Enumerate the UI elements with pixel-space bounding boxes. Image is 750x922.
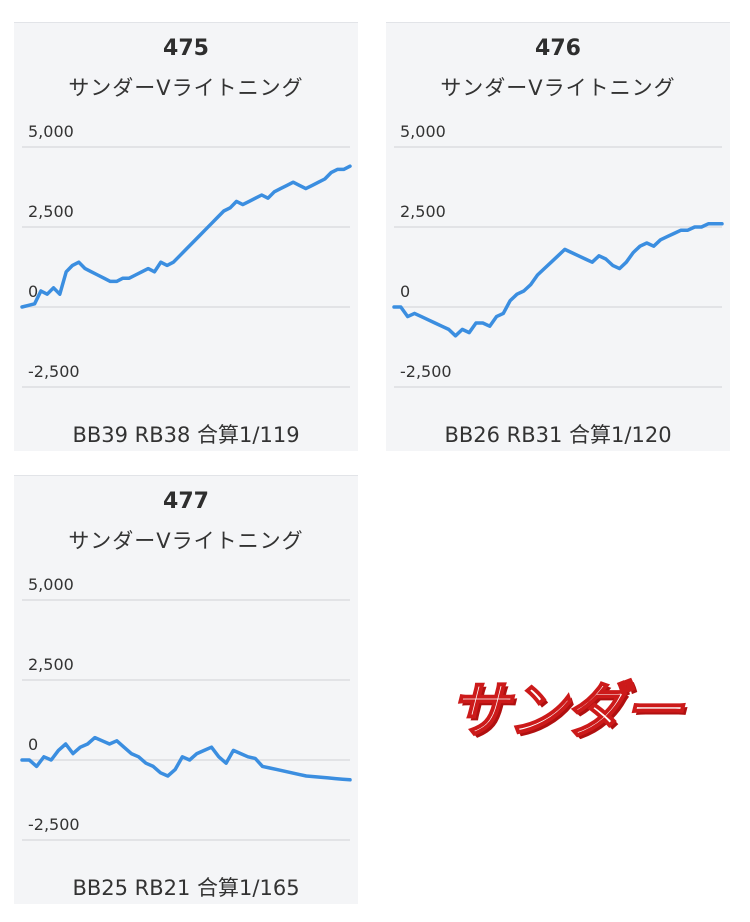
slump-chart: 5,000 2,500 0 -2,500 bbox=[392, 122, 724, 388]
bonus-stats: BB25 RB21 合算1/165 bbox=[72, 876, 300, 900]
series-line bbox=[20, 735, 352, 782]
machine-card: 475 サンダーVライトニング 5,000 2,500 0 -2,500 BB39 R… bbox=[14, 22, 358, 451]
y-tick-label: 5,000 bbox=[28, 575, 74, 594]
machine-number: 475 bbox=[163, 36, 209, 61]
y-tick-label: 5,000 bbox=[400, 122, 446, 141]
stamp-text: サンダー bbox=[448, 675, 684, 747]
y-tick-label: 0 bbox=[28, 282, 38, 301]
y-tick-label: 0 bbox=[400, 282, 410, 301]
machine-name: サンダーVライトニング bbox=[68, 76, 304, 100]
series-line bbox=[20, 164, 352, 309]
machine-number: 477 bbox=[163, 489, 209, 514]
y-tick-label: 2,500 bbox=[28, 655, 74, 674]
machine-card: 477 サンダーVライトニング 5,000 2,500 0 -2,500 BB25 R… bbox=[14, 475, 358, 904]
y-tick-label: -2,500 bbox=[400, 362, 452, 381]
y-tick-label: 0 bbox=[28, 735, 38, 754]
slump-chart: 5,000 2,500 0 -2,500 bbox=[20, 575, 352, 841]
bonus-stats: BB39 RB38 合算1/119 bbox=[72, 423, 300, 447]
y-tick-label: 2,500 bbox=[28, 202, 74, 221]
y-tick-label: 5,000 bbox=[28, 122, 74, 141]
machine-card: 476 サンダーVライトニング 5,000 2,500 0 -2,500 BB26 R… bbox=[386, 22, 730, 451]
series-line bbox=[392, 222, 724, 338]
slump-chart: 5,000 2,500 0 -2,500 bbox=[20, 122, 352, 388]
bonus-stats: BB26 RB31 合算1/120 bbox=[444, 423, 672, 447]
machine-number: 476 bbox=[535, 36, 581, 61]
y-tick-label: -2,500 bbox=[28, 815, 80, 834]
machine-name: サンダーVライトニング bbox=[440, 76, 676, 100]
y-tick-label: 2,500 bbox=[400, 202, 446, 221]
y-tick-label: -2,500 bbox=[28, 362, 80, 381]
machine-name: サンダーVライトニング bbox=[68, 529, 304, 553]
